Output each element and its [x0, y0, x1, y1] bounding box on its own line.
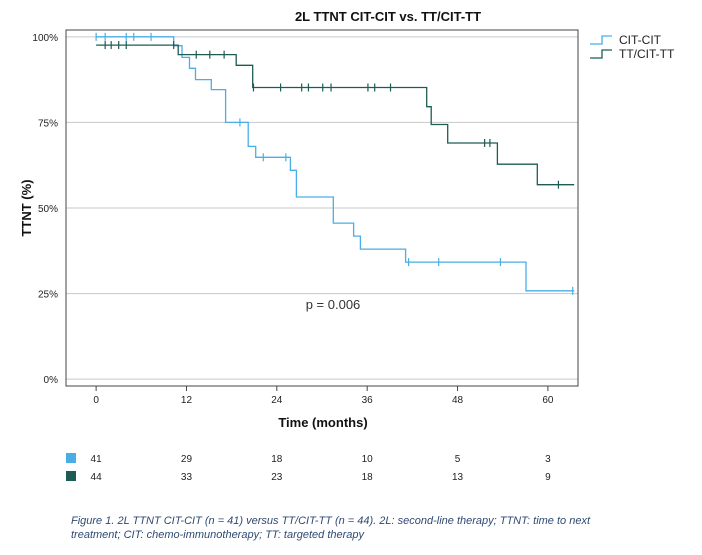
- y-tick-label: 50%: [38, 204, 58, 215]
- x-axis-label: Time (months): [278, 415, 367, 430]
- y-axis-ticks: 0% 25% 50% 75% 100%: [32, 33, 58, 386]
- series-line-tt-cit-tt: [96, 44, 575, 186]
- risk-count: 29: [181, 454, 193, 465]
- risk-count: 23: [271, 472, 283, 483]
- risk-row-swatch: [66, 453, 76, 463]
- risk-count: 18: [362, 472, 374, 483]
- chart-title: 2L TTNT CIT-CIT vs. TT/CIT-TT: [295, 9, 481, 24]
- risk-table: 41 29 18 10 5 3 44 33 23 18 13 9: [66, 453, 551, 483]
- x-tick-label: 36: [362, 395, 374, 406]
- y-tick-label: 25%: [38, 290, 58, 301]
- series-line-cit-cit: [96, 36, 575, 292]
- risk-count: 33: [181, 472, 193, 483]
- y-axis-label: TTNT (%): [19, 179, 34, 236]
- y-tick-label: 0%: [44, 375, 59, 386]
- risk-count: 18: [271, 454, 283, 465]
- plot-frame: [65, 29, 579, 387]
- risk-count: 5: [455, 454, 461, 465]
- risk-count: 9: [545, 472, 551, 483]
- y-tick-label: 100%: [32, 33, 58, 44]
- x-tick-label: 12: [181, 395, 193, 406]
- legend-label: CIT-CIT: [619, 33, 662, 47]
- p-value-annotation: p = 0.006: [306, 297, 361, 312]
- x-tick-label: 48: [452, 395, 464, 406]
- x-tick-label: 0: [93, 395, 99, 406]
- legend-swatch: [590, 35, 612, 45]
- figure-caption: Figure 1. 2L TTNT CIT-CIT (n = 41) versu…: [71, 515, 590, 541]
- risk-count: 3: [545, 454, 551, 465]
- legend-label: TT/CIT-TT: [619, 47, 675, 61]
- grid-lines: [66, 36, 578, 380]
- km-chart: 2L TTNT CIT-CIT vs. TT/CIT-TT 0% 25% 50% 75…: [19, 9, 675, 483]
- risk-count: 44: [91, 472, 103, 483]
- legend-swatch: [590, 49, 612, 59]
- risk-count: 41: [91, 454, 103, 465]
- x-tick-label: 24: [271, 395, 283, 406]
- survival-curves: [95, 32, 575, 295]
- x-axis-ticks: 0 12 24 36 48 60: [93, 386, 554, 406]
- risk-count: 13: [452, 472, 464, 483]
- risk-row-swatch: [66, 471, 76, 481]
- y-tick-label: 75%: [38, 118, 58, 129]
- x-tick-label: 60: [542, 395, 554, 406]
- risk-count: 10: [362, 454, 374, 465]
